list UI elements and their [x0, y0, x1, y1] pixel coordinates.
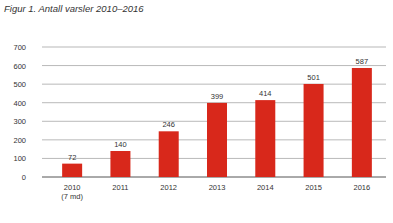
bar: [255, 100, 275, 177]
grid-line: [42, 65, 386, 66]
data-label: 140: [114, 140, 127, 149]
y-tick-label: 100: [13, 154, 26, 163]
x-tick-label: 2014: [257, 183, 274, 192]
bar: [62, 164, 82, 177]
bars: [62, 68, 372, 177]
y-tick-label: 200: [13, 136, 26, 145]
y-tick-label: 700: [13, 43, 26, 52]
data-label: 399: [211, 92, 224, 101]
x-tick-line: (7 md): [61, 192, 83, 201]
title: Figur 1. Antall varsler 2010–2016: [4, 3, 144, 14]
chart: Figur 1. Antall varsler 2010–2016 0 100 200…: [0, 0, 393, 223]
x-tick-label: 2015: [305, 183, 322, 192]
bar: [110, 151, 130, 177]
data-label: 414: [259, 89, 272, 98]
y-tick-label: 500: [13, 80, 26, 89]
grid-line: [42, 47, 386, 48]
bar: [207, 103, 227, 177]
grid-line: [42, 84, 386, 85]
x-tick-label: 2011: [112, 183, 128, 192]
bar: [304, 84, 324, 177]
x-tick-label: 2016: [354, 183, 371, 192]
bar: [352, 68, 372, 177]
x-tick-label: 2012: [160, 183, 177, 192]
x-tick-label: 2013: [209, 183, 226, 192]
y-axis: [48, 47, 49, 177]
bar: [159, 131, 179, 177]
y-tick-label: 300: [13, 117, 26, 126]
x-tick-label: 2010(7 md): [61, 183, 83, 201]
data-label: 587: [356, 57, 369, 66]
data-label: 72: [68, 153, 76, 162]
y-tick-label: 400: [13, 99, 26, 108]
x-tick-line: 2010: [64, 183, 81, 192]
data-label: 501: [307, 73, 320, 82]
data-label: 246: [162, 120, 175, 129]
y-tick-label: 0: [22, 173, 26, 182]
y-tick-label: 600: [13, 62, 26, 71]
